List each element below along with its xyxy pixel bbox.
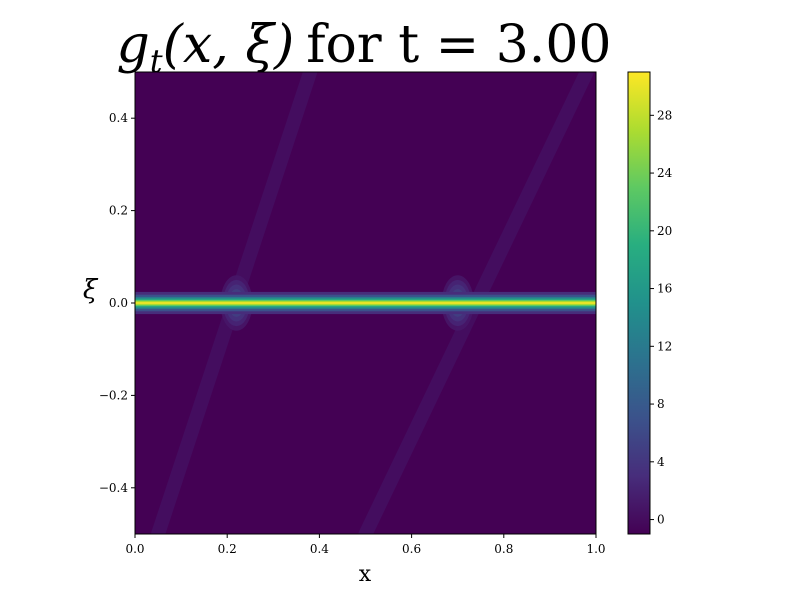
- plot-area: [134, 71, 597, 535]
- x-tick-label: 0.8: [494, 542, 513, 556]
- x-tick-label: 1.0: [586, 542, 605, 556]
- title-text: for t = 3.00: [306, 15, 611, 75]
- title-args: (x, ξ): [163, 15, 295, 75]
- x-tick-label: 0.0: [125, 542, 144, 556]
- x-tick-label: 0.4: [310, 542, 329, 556]
- title-subscript-t: t: [150, 42, 163, 80]
- colorbar-tick-label: 16: [657, 282, 672, 296]
- colorbar-tick-label: 24: [657, 166, 673, 180]
- colorbar-tick-label: 28: [657, 108, 672, 122]
- colorbar-tick-label: 20: [657, 224, 672, 238]
- y-tick-label: −0.2: [99, 388, 128, 402]
- x-axis-label: x: [359, 562, 372, 587]
- heat-layer: [135, 72, 596, 534]
- colorbar-ticks: 28 24 20 16 12 8 4 0: [650, 108, 673, 527]
- y-tick-label: −0.4: [99, 481, 129, 495]
- colorbar-tick-label: 8: [657, 397, 665, 411]
- y-tick-label: 0.0: [109, 296, 128, 310]
- colorbar: 28 24 20 16 12 8 4 0: [627, 71, 673, 535]
- colorbar-tick-label: 4: [657, 455, 665, 469]
- colorbar-gradient: [627, 71, 651, 535]
- x-tick-label: 0.2: [218, 542, 237, 556]
- band-layer: [135, 302, 596, 304]
- y-axis-label: ξ: [83, 275, 99, 305]
- y-axis-ticks: 0.4 0.2 0.0 −0.2 −0.4: [99, 111, 135, 495]
- y-tick-label: 0.4: [109, 111, 128, 125]
- colorbar-tick-label: 12: [657, 339, 672, 353]
- title-g: g: [116, 15, 149, 75]
- y-tick-label: 0.2: [109, 204, 128, 218]
- colorbar-tick-label: 0: [657, 513, 665, 527]
- x-tick-label: 0.6: [402, 542, 421, 556]
- chart-title: gt(x, ξ) for t = 3.00: [116, 15, 611, 80]
- x-axis-ticks: 0.0 0.2 0.4 0.6 0.8 1.0: [125, 534, 606, 556]
